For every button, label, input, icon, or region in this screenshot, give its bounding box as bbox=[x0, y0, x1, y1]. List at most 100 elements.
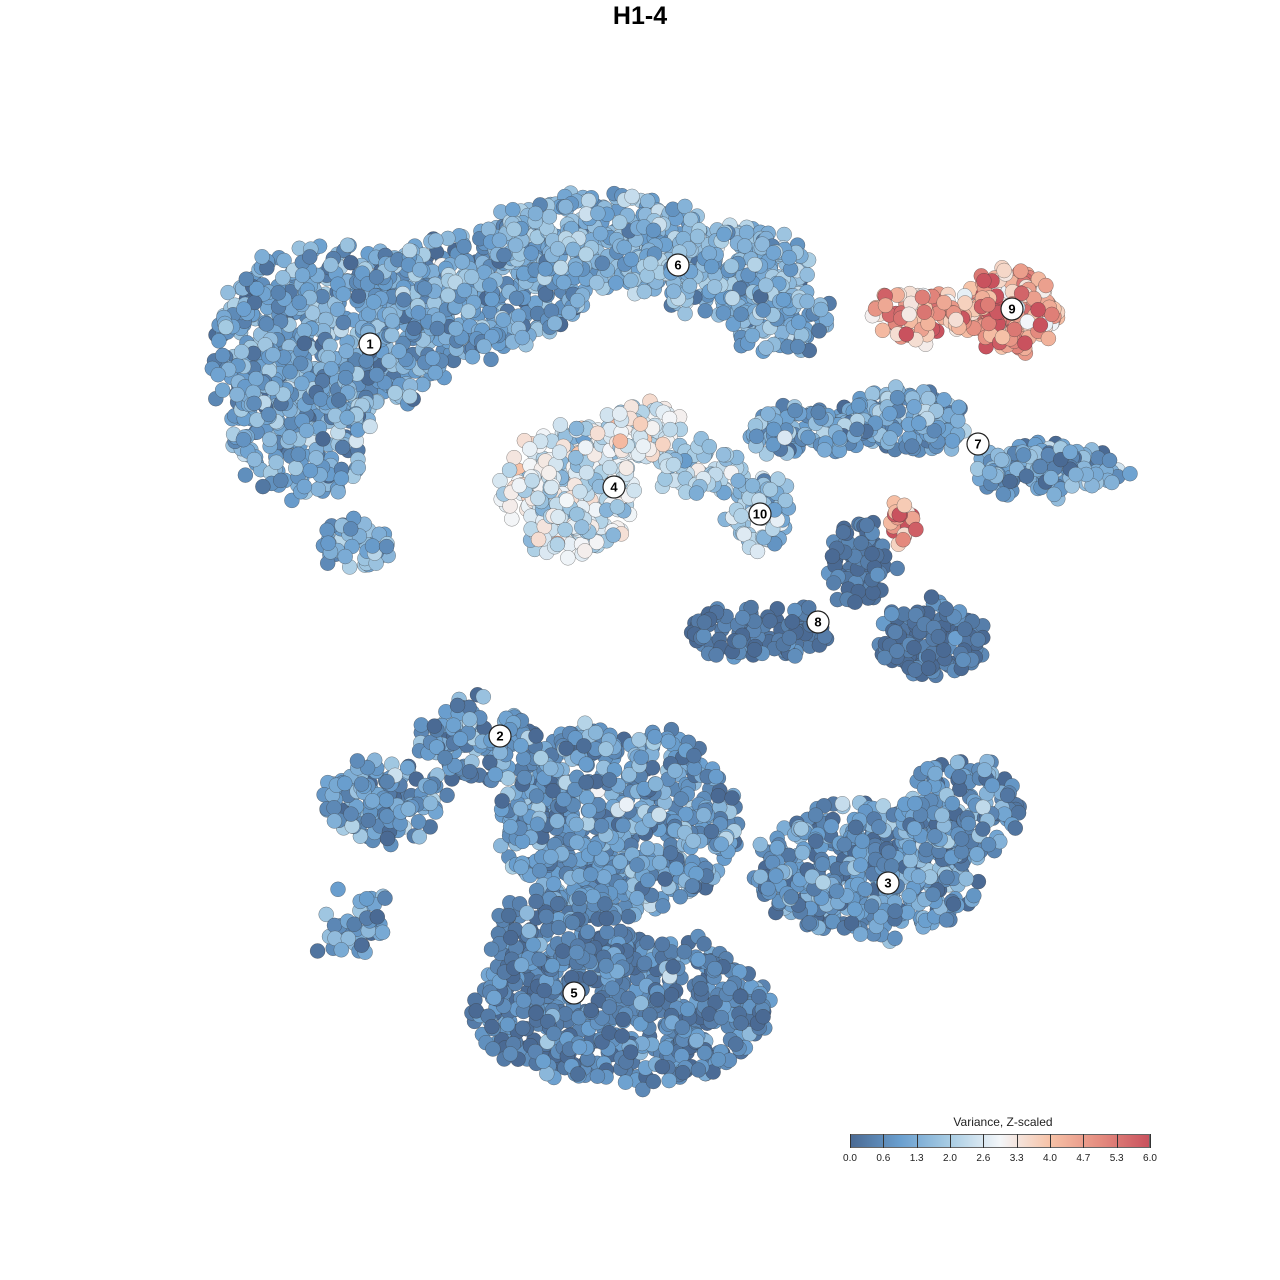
scatter-point bbox=[642, 255, 659, 272]
scatter-point bbox=[275, 270, 291, 286]
scatter-point bbox=[456, 282, 473, 299]
scatter-point bbox=[708, 647, 724, 663]
scatter-point bbox=[975, 799, 991, 816]
scatter-point bbox=[612, 433, 629, 449]
scatter-point bbox=[452, 731, 469, 747]
scatter-point bbox=[695, 807, 712, 823]
scatter-point bbox=[508, 290, 525, 307]
scatter-point bbox=[906, 640, 922, 656]
scatter-point bbox=[541, 465, 557, 481]
scatter-point bbox=[847, 594, 863, 610]
scatter-point bbox=[765, 245, 782, 261]
scatter-point bbox=[254, 249, 270, 265]
scatter-point bbox=[689, 228, 706, 245]
scatter-point bbox=[237, 467, 254, 483]
scatter-point bbox=[501, 462, 518, 478]
scatter-point bbox=[323, 360, 339, 377]
scatter-point bbox=[800, 429, 816, 446]
scatter-point bbox=[958, 871, 974, 887]
scatter-point bbox=[703, 823, 720, 840]
scatter-point bbox=[864, 545, 880, 562]
scatter-point bbox=[828, 883, 845, 899]
scatter-point bbox=[914, 289, 931, 305]
scatter-point bbox=[475, 689, 492, 705]
scatter-point bbox=[730, 473, 746, 489]
scatter-point bbox=[758, 277, 774, 294]
scatter-point bbox=[379, 773, 395, 790]
scatter-point bbox=[636, 283, 653, 300]
scatter-point bbox=[640, 872, 656, 889]
scatter-point bbox=[291, 294, 308, 311]
scatter-point bbox=[810, 404, 827, 421]
scatter-point bbox=[454, 254, 470, 270]
scatter-point bbox=[235, 431, 252, 448]
scatter-point bbox=[447, 320, 464, 337]
scatter-point bbox=[410, 305, 427, 321]
scatter-point bbox=[549, 536, 566, 553]
scatter-point bbox=[339, 237, 356, 253]
scatter-point bbox=[898, 326, 915, 342]
scatter-point bbox=[749, 543, 766, 560]
scatter-point bbox=[333, 942, 350, 958]
scatter-point bbox=[513, 737, 529, 754]
scatter-point bbox=[460, 303, 477, 320]
scatter-point bbox=[589, 425, 606, 442]
scatter-point bbox=[555, 274, 572, 291]
scatter-point bbox=[335, 286, 352, 302]
scatter-point bbox=[887, 624, 903, 640]
scatter-point bbox=[296, 478, 313, 495]
scatter-point bbox=[980, 296, 996, 313]
scatter-point bbox=[577, 543, 593, 559]
scatter-point bbox=[406, 320, 422, 337]
points-layer bbox=[204, 185, 1138, 1098]
scatter-point bbox=[270, 285, 287, 301]
scatter-point bbox=[901, 888, 917, 904]
scatter-point bbox=[358, 891, 375, 907]
scatter-point bbox=[902, 852, 919, 869]
scatter-point bbox=[1007, 820, 1024, 836]
scatter-point bbox=[304, 305, 321, 321]
scatter-point bbox=[282, 364, 298, 380]
scatter-point bbox=[615, 817, 631, 834]
scatter-point bbox=[644, 760, 661, 776]
scatter-point bbox=[553, 260, 569, 276]
scatter-point bbox=[908, 521, 924, 538]
scatter-point bbox=[556, 791, 572, 808]
scatter-point bbox=[970, 631, 986, 648]
scatter-point bbox=[887, 930, 903, 947]
scatter-point bbox=[255, 478, 271, 495]
scatter-point bbox=[593, 818, 610, 834]
scatter-point bbox=[533, 750, 549, 766]
scatter-point bbox=[298, 422, 315, 439]
scatter-point bbox=[951, 399, 967, 415]
scatter-point bbox=[882, 405, 898, 422]
scatter-point bbox=[422, 795, 439, 811]
scatter-point bbox=[516, 769, 533, 786]
scatter-point bbox=[594, 255, 611, 272]
scatter-point bbox=[296, 335, 313, 352]
scatter-point bbox=[895, 531, 911, 548]
scatter-point bbox=[569, 834, 585, 851]
scatter-point bbox=[543, 479, 560, 496]
scatter-point bbox=[793, 820, 810, 837]
scatter-point bbox=[623, 251, 639, 268]
scatter-point bbox=[416, 280, 433, 296]
scatter-point bbox=[639, 840, 656, 856]
scatter-point bbox=[413, 717, 430, 733]
scatter-point bbox=[672, 889, 689, 905]
scatter-point bbox=[930, 629, 947, 645]
scatter-point bbox=[906, 820, 923, 837]
scatter-point bbox=[887, 903, 903, 919]
scatter-point bbox=[951, 769, 967, 785]
scatter-point bbox=[568, 261, 584, 278]
scatter-point bbox=[746, 642, 763, 658]
scatter-point bbox=[378, 538, 395, 555]
scatter-point bbox=[537, 261, 554, 277]
scatter-point bbox=[211, 333, 227, 349]
scatter-point bbox=[292, 355, 309, 372]
scatter-point bbox=[660, 733, 677, 750]
scatter-point bbox=[246, 395, 262, 412]
scatter-point bbox=[323, 257, 339, 273]
scatter-point bbox=[904, 438, 920, 454]
